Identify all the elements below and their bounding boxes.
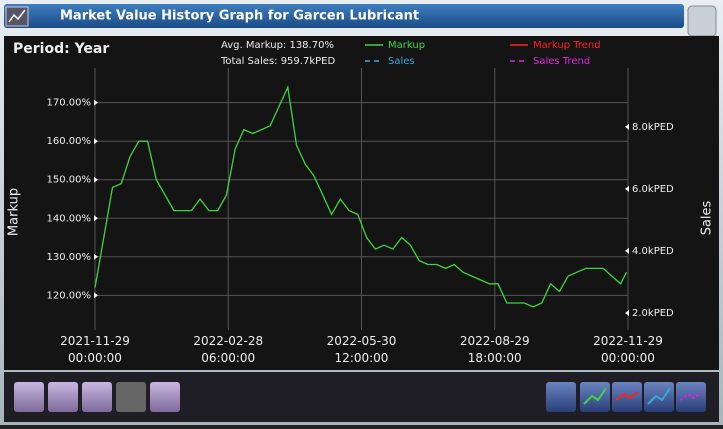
y-tick-label: 140.00% bbox=[47, 213, 92, 224]
window-icon bbox=[5, 6, 29, 27]
y-tick bbox=[94, 99, 98, 106]
legend-label: Sales bbox=[388, 56, 415, 67]
x-tick-label: 2021-11-29 00:00:00 bbox=[60, 334, 130, 365]
x-tick-label: 2022-02-28 06:00:00 bbox=[193, 334, 264, 365]
stat: Total Sales: 959.7kPED bbox=[220, 56, 335, 67]
stat: Avg. Markup: 138.70% bbox=[221, 40, 334, 51]
title-bar bbox=[4, 4, 684, 28]
x-tick-label: 2022-11-29 00:00:00 bbox=[593, 334, 663, 365]
legend-label: Markup bbox=[388, 40, 425, 51]
grid-button[interactable] bbox=[14, 382, 44, 412]
x-tick-label: 2022-05-30 12:00:00 bbox=[326, 334, 397, 365]
toggle-button[interactable] bbox=[546, 382, 576, 412]
y-tick bbox=[94, 292, 98, 299]
legend-label: Sales Trend bbox=[533, 56, 590, 67]
toolbar-buttons bbox=[14, 382, 706, 412]
grid-button[interactable] bbox=[116, 382, 146, 412]
y2-tick-label: 8.0kPED bbox=[632, 122, 674, 133]
y-axis-label: Markup bbox=[7, 188, 22, 236]
toggle-button[interactable] bbox=[676, 382, 706, 412]
y2-tick bbox=[625, 247, 629, 254]
y2-tick bbox=[625, 185, 629, 192]
y2-tick bbox=[625, 123, 629, 130]
y2-tick-label: 6.0kPED bbox=[632, 184, 674, 195]
y2-axis-label: Sales bbox=[700, 200, 715, 235]
y-tick-label: 150.00% bbox=[47, 175, 92, 186]
x-tick-label: 2022-08-29 18:00:00 bbox=[459, 334, 530, 365]
y2-tick-label: 2.0kPED bbox=[632, 308, 674, 319]
y2-tick-label: 4.0kPED bbox=[632, 246, 674, 257]
window-title: Market Value History Graph for Garcen Lu… bbox=[60, 9, 419, 24]
y-tick bbox=[94, 215, 98, 222]
markup-line bbox=[94, 85, 628, 308]
y-tick bbox=[94, 176, 98, 183]
grid-button[interactable] bbox=[48, 382, 78, 412]
legend-label: Markup Trend bbox=[533, 40, 601, 51]
grid-button[interactable] bbox=[150, 382, 180, 412]
y2-tick bbox=[625, 309, 629, 316]
y-tick-label: 160.00% bbox=[47, 136, 92, 147]
icon-glyph bbox=[8, 9, 26, 23]
y-tick bbox=[94, 138, 98, 145]
y-tick bbox=[94, 253, 98, 260]
y-tick-label: 120.00% bbox=[47, 290, 92, 301]
y-tick-label: 130.00% bbox=[47, 252, 92, 263]
y-tick-label: 170.00% bbox=[47, 98, 92, 109]
grid-button[interactable] bbox=[82, 382, 112, 412]
period-label: Period: Year bbox=[13, 41, 109, 57]
close-button[interactable] bbox=[687, 5, 717, 37]
